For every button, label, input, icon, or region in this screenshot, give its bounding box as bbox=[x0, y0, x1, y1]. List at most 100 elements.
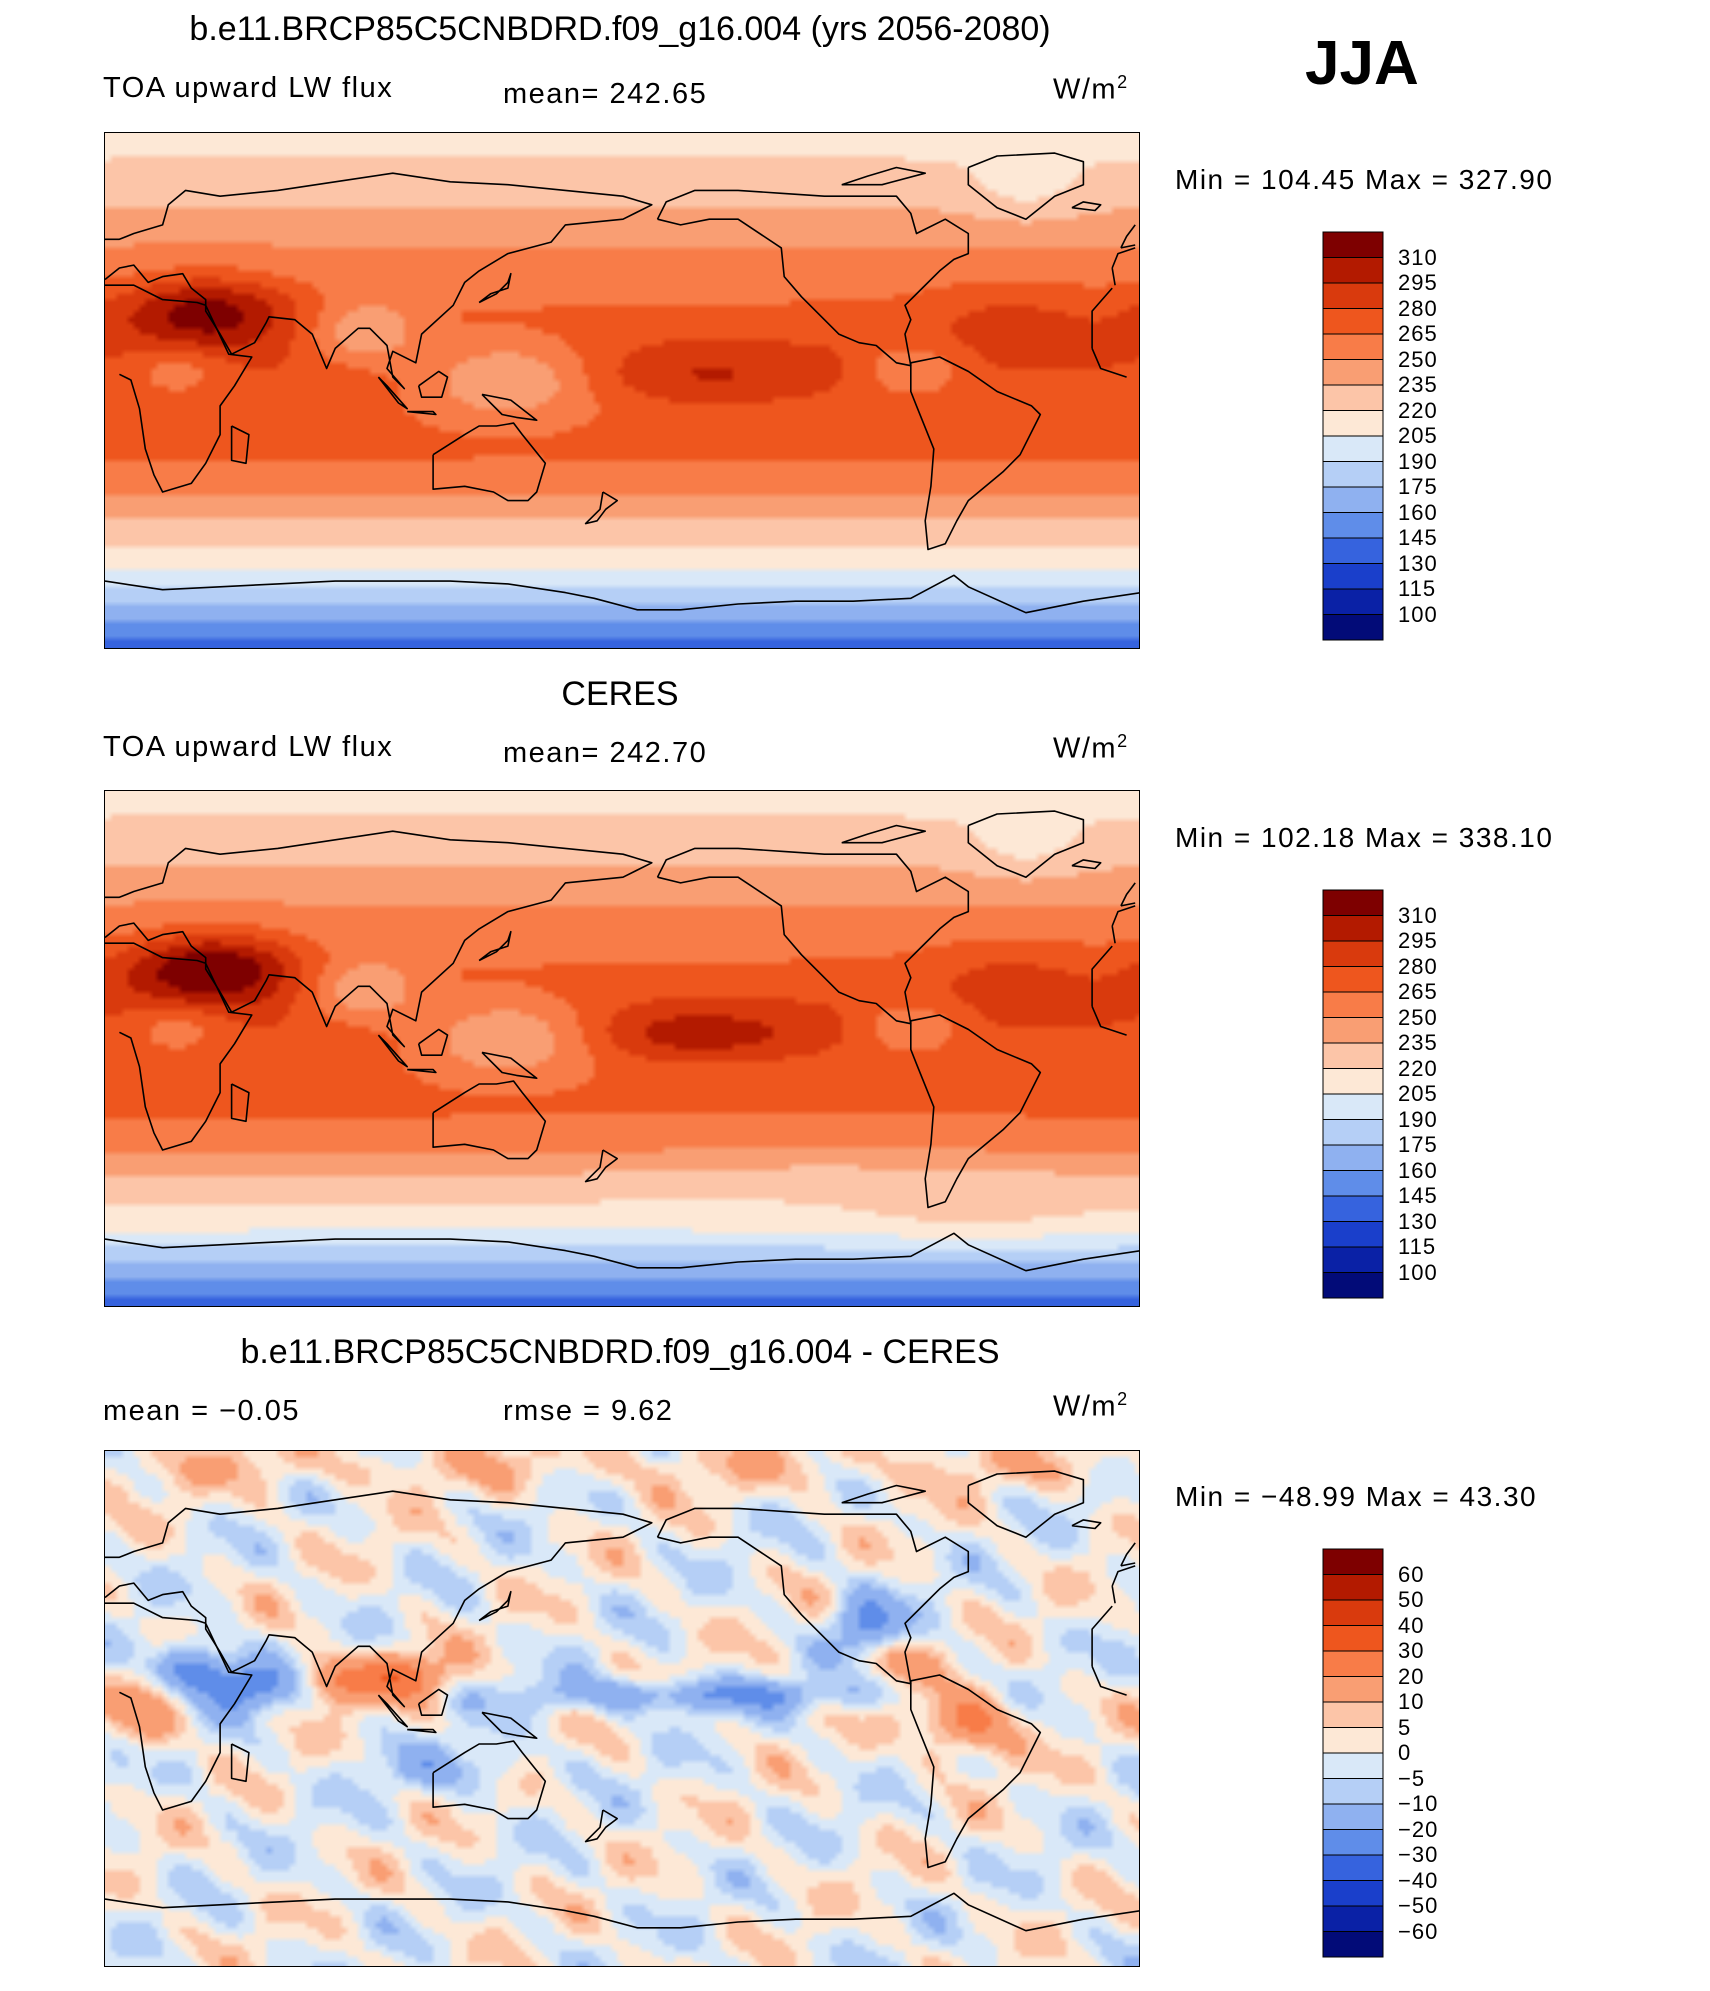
colorbar-tick-label: 220 bbox=[1398, 397, 1438, 423]
colorbar-swatch bbox=[1322, 1195, 1384, 1222]
colorbar-swatch bbox=[1322, 588, 1384, 615]
colorbar-swatch bbox=[1322, 915, 1384, 942]
coastline bbox=[584, 1149, 618, 1183]
colorbar-swatch bbox=[1322, 435, 1384, 462]
colorbar-tick-label: 265 bbox=[1398, 979, 1438, 1004]
season-label: JJA bbox=[1305, 29, 1419, 98]
panel-3-title: b.e11.BRCP85C5CNBDRD.f09_g16.004 - CERES bbox=[240, 1333, 1000, 1371]
colorbar-swatch bbox=[1322, 940, 1384, 967]
coastline bbox=[478, 1590, 512, 1622]
panel-3-left-label: mean = −0.05 bbox=[103, 1395, 300, 1427]
coastline bbox=[584, 491, 618, 525]
colorbar-swatch bbox=[1322, 1727, 1384, 1754]
colorbar-tick-label: 310 bbox=[1398, 244, 1438, 270]
colorbar-swatch bbox=[1322, 1880, 1384, 1907]
colorbar-tick-label: −40 bbox=[1398, 1867, 1439, 1893]
colorbar-swatch bbox=[1322, 308, 1384, 335]
coastline bbox=[417, 1688, 449, 1716]
panel-3-units: W/m2 bbox=[1053, 1389, 1129, 1423]
colorbar-tick-label: 205 bbox=[1398, 1081, 1438, 1106]
colorbar-tick-label: 235 bbox=[1398, 1030, 1438, 1055]
colorbar-tick-label: 295 bbox=[1398, 928, 1438, 953]
colorbar-swatch bbox=[1322, 1854, 1384, 1881]
coastline bbox=[105, 1892, 1139, 1932]
panel-1-center-label: mean= 242.65 bbox=[503, 78, 708, 110]
colorbar-tick-label: 30 bbox=[1398, 1638, 1425, 1663]
colorbar-tick-label: 145 bbox=[1398, 525, 1438, 550]
coastline bbox=[1071, 201, 1102, 212]
coastline bbox=[230, 1743, 250, 1783]
colorbar-swatch bbox=[1322, 384, 1384, 411]
colorbar-svg bbox=[1322, 1548, 1384, 1958]
colorbar-tick-label: −30 bbox=[1398, 1842, 1439, 1867]
colorbar-tick-label: 175 bbox=[1398, 1132, 1438, 1157]
coastline bbox=[105, 1602, 1127, 1811]
colorbar-swatch bbox=[1322, 486, 1384, 513]
colorbar-tick-label: 280 bbox=[1398, 953, 1438, 979]
panel-1-map-svg bbox=[105, 133, 1139, 648]
coastline bbox=[407, 1728, 437, 1734]
colorbar-tick-label: 250 bbox=[1398, 346, 1438, 372]
colorbar-swatch bbox=[1322, 1119, 1384, 1146]
panel-3-map bbox=[104, 1450, 1140, 1967]
colorbar-swatch bbox=[1322, 614, 1384, 641]
panel-1-map bbox=[104, 132, 1140, 649]
colorbar-tick-label: 115 bbox=[1398, 1234, 1437, 1259]
field-heatmap bbox=[105, 133, 1139, 648]
colorbar-tick-label: 130 bbox=[1398, 1208, 1438, 1234]
colorbar-tick-label: 190 bbox=[1398, 448, 1438, 474]
colorbar-swatch bbox=[1322, 1829, 1384, 1856]
colorbar-tick-label: 265 bbox=[1398, 321, 1438, 346]
panel-1-min-max: Min = 104.45 Max = 327.90 bbox=[1175, 164, 1554, 195]
panel-3-map-svg bbox=[105, 1451, 1139, 1966]
coastline bbox=[910, 356, 1042, 551]
colorbar-swatch bbox=[1322, 1144, 1384, 1171]
colorbar-tick-label: 190 bbox=[1398, 1106, 1438, 1132]
panel-3-center-label: rmse = 9.62 bbox=[503, 1395, 674, 1427]
colorbar-swatch bbox=[1322, 231, 1384, 258]
colorbar-swatch bbox=[1322, 1905, 1384, 1932]
colorbar-tick-label: 235 bbox=[1398, 372, 1438, 397]
colorbar-tick-label: 310 bbox=[1398, 902, 1438, 928]
coastline bbox=[417, 1028, 449, 1056]
panel-2-min-max: Min = 102.18 Max = 338.10 bbox=[1175, 822, 1554, 853]
colorbar-tick-label: 60 bbox=[1398, 1561, 1425, 1587]
colorbar-swatch bbox=[1322, 1803, 1384, 1830]
coastline bbox=[230, 425, 250, 465]
colorbar-tick-label: 115 bbox=[1398, 576, 1437, 601]
coastline bbox=[230, 1083, 250, 1123]
colorbar-tick-label: 205 bbox=[1398, 423, 1438, 448]
coastline bbox=[1071, 859, 1102, 870]
coastline bbox=[1120, 224, 1136, 249]
colorbar-swatch bbox=[1322, 359, 1384, 386]
colorbar-swatch bbox=[1322, 512, 1384, 539]
colorbar-tick-label: 100 bbox=[1398, 601, 1438, 627]
colorbar-tick-label: −60 bbox=[1398, 1918, 1439, 1944]
coastline bbox=[432, 422, 547, 502]
colorbar-svg bbox=[1322, 889, 1384, 1299]
panel-2-center-label: mean= 242.70 bbox=[503, 737, 708, 769]
colorbar-tick-label: 0 bbox=[1398, 1740, 1412, 1765]
coastline bbox=[105, 830, 1136, 1048]
colorbar-swatch bbox=[1322, 1272, 1384, 1299]
panel-2-title: CERES bbox=[561, 675, 679, 713]
colorbar-swatch bbox=[1322, 410, 1384, 437]
colorbar-swatch bbox=[1322, 1625, 1384, 1652]
colorbar-swatch bbox=[1322, 966, 1384, 993]
colorbar-swatch bbox=[1322, 1650, 1384, 1677]
colorbar-swatch bbox=[1322, 1017, 1384, 1044]
colorbar-tick-label: 160 bbox=[1398, 1157, 1438, 1183]
coastline bbox=[841, 166, 926, 186]
panel-2-units: W/m2 bbox=[1053, 731, 1129, 765]
colorbar-swatch bbox=[1322, 1548, 1384, 1575]
colorbar-tick-label: 160 bbox=[1398, 499, 1438, 525]
colorbar-tick-label: 50 bbox=[1398, 1587, 1425, 1612]
coastline bbox=[432, 1740, 547, 1820]
colorbar-tick-label: 5 bbox=[1398, 1714, 1412, 1740]
coastline bbox=[1120, 1542, 1136, 1567]
colorbar-swatch bbox=[1322, 1574, 1384, 1601]
colorbar-tick-label: 250 bbox=[1398, 1004, 1438, 1030]
coastline bbox=[105, 942, 1127, 1151]
colorbar-tick-label: 100 bbox=[1398, 1259, 1438, 1285]
colorbar-tick-label: −10 bbox=[1398, 1791, 1439, 1816]
